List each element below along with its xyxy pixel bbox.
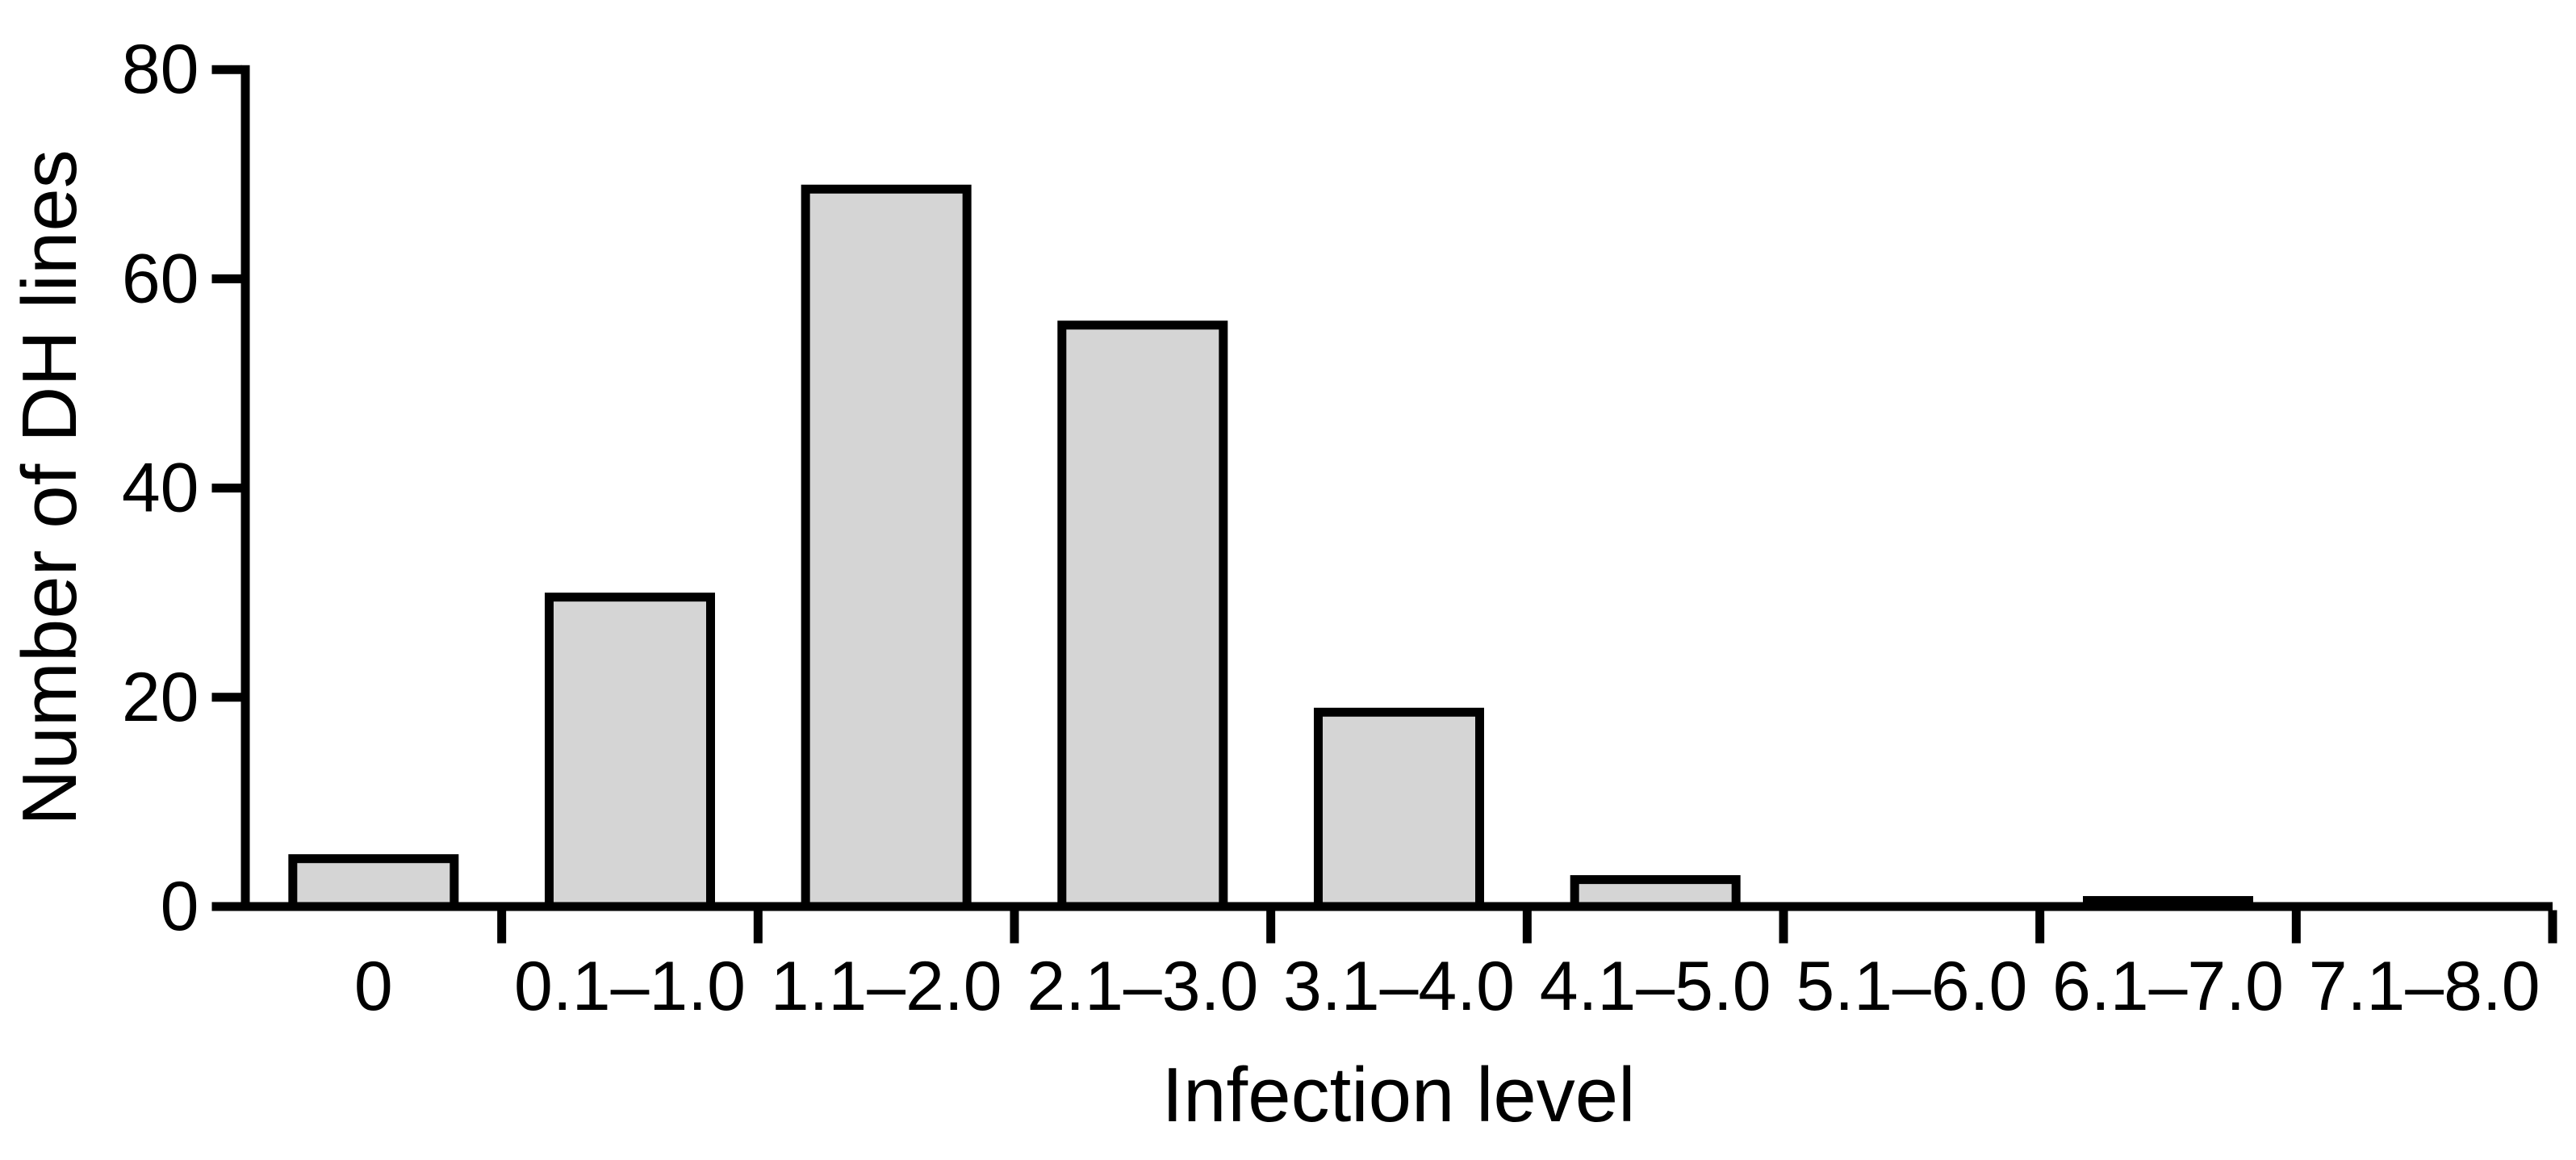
bar [545, 593, 715, 911]
y-tick-label: 20 [122, 659, 199, 736]
x-tick-label: 3.1–4.0 [1283, 948, 1515, 1025]
bar [1057, 320, 1228, 911]
y-tick-label: 60 [122, 240, 199, 317]
x-tick-label: 5.1–6.0 [1796, 948, 2027, 1025]
x-tick-label: 4.1–5.0 [1540, 948, 1771, 1025]
x-tick-label: 0 [354, 948, 393, 1025]
x-tick-label: 2.1–3.0 [1027, 948, 1258, 1025]
y-tick-label: 80 [122, 31, 199, 108]
bar [801, 184, 972, 911]
y-tick-label: 40 [122, 450, 199, 527]
x-tick-label: 7.1–8.0 [2309, 948, 2540, 1025]
y-axis-title: Number of DH lines [6, 149, 93, 826]
bar [1314, 707, 1484, 911]
x-tick-label: 0.1–1.0 [514, 948, 746, 1025]
x-axis-title: Infection level [1161, 1052, 1636, 1138]
x-tick-label: 1.1–2.0 [771, 948, 1002, 1025]
y-tick-label: 0 [161, 868, 199, 945]
bar [288, 854, 459, 911]
x-tick-label: 6.1–7.0 [2052, 948, 2284, 1025]
